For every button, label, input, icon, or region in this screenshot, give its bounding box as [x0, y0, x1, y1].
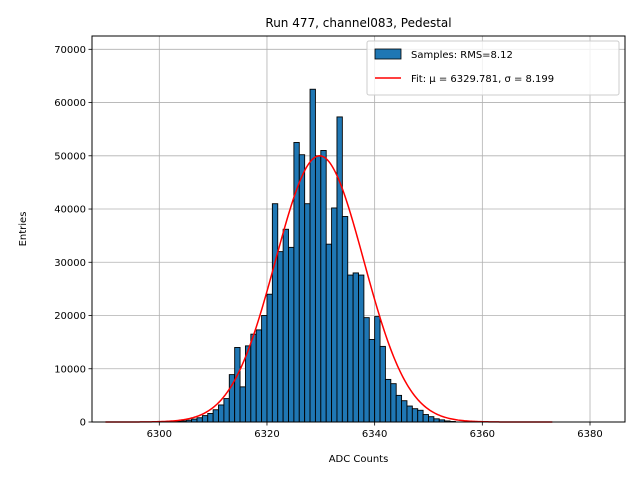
legend-box [366, 40, 620, 96]
y-tick-label: 10000 [54, 364, 86, 375]
histogram-bar [411, 408, 419, 423]
histogram-bar [428, 416, 435, 423]
histogram-bar [384, 378, 392, 423]
histogram-bar [250, 333, 257, 423]
histogram-bars [174, 88, 456, 423]
y-tick-label: 60000 [54, 98, 86, 109]
histogram-bar [331, 207, 338, 423]
x-tick-label: 6340 [362, 429, 387, 440]
histogram-bar [314, 155, 322, 423]
histogram-bar [347, 274, 354, 423]
histogram-bar [401, 400, 408, 423]
legend: Samples: RMS=8.12 Fit: μ = 6329.781, σ =… [366, 40, 620, 96]
y-tick-label: 30000 [54, 258, 86, 269]
histogram-bar [271, 203, 279, 423]
histogram-bar [406, 405, 413, 423]
x-tick-label: 6300 [147, 429, 172, 440]
histogram-bar [234, 347, 241, 423]
histogram-bar [374, 316, 381, 423]
histogram-bar [422, 414, 429, 423]
histogram-bar [223, 398, 230, 423]
chart-title: Run 477, channel083, Pedestal [265, 16, 451, 30]
legend-label-histogram: Samples: RMS=8.12 [411, 50, 513, 61]
histogram-bar [288, 246, 295, 423]
histogram-bar [395, 394, 403, 423]
x-tick-label: 6320 [254, 429, 279, 440]
y-tick-label: 50000 [54, 151, 86, 162]
histogram-bar [255, 329, 263, 423]
histogram-bar [212, 409, 219, 423]
histogram-bar [417, 409, 424, 423]
histogram-bar [368, 339, 376, 423]
y-tick-label: 0 [80, 418, 86, 429]
legend-swatch-histogram [374, 48, 402, 60]
x-tick-label: 6360 [470, 429, 495, 440]
histogram-bar [207, 413, 214, 423]
histogram-bar [320, 150, 327, 423]
histogram-bar [352, 272, 359, 423]
histogram-bar [390, 383, 397, 423]
histogram-bar [201, 415, 209, 423]
x-axis-label: ADC Counts [329, 454, 389, 465]
y-tick-label: 20000 [54, 311, 86, 322]
grid-layer [92, 36, 625, 423]
histogram-bar [298, 154, 306, 423]
histogram-bar [277, 251, 284, 423]
histogram-bar [336, 116, 343, 423]
histogram-bar [363, 317, 370, 423]
histogram-bar [196, 417, 203, 423]
y-tick-label: 70000 [54, 45, 86, 56]
plot-frame [91, 35, 626, 423]
histogram-bar [358, 274, 365, 423]
histogram-bar [244, 345, 252, 423]
legend-label-fit: Fit: μ = 6329.781, σ = 8.199 [411, 74, 554, 85]
y-axis-label: Entries [18, 212, 29, 247]
histogram-bar [309, 88, 316, 423]
histogram-bar [379, 345, 386, 423]
y-tick-label: 40000 [54, 205, 86, 216]
histogram-bar [239, 386, 246, 423]
histogram-bar [218, 404, 225, 423]
histogram-bar [304, 203, 311, 423]
histogram-bar [261, 315, 268, 423]
histogram-bar [325, 243, 333, 423]
histogram-bar [282, 228, 289, 423]
x-tick-label: 6380 [577, 429, 602, 440]
histogram-bar [266, 293, 273, 423]
axis-ticks: 6300 6320 6340 6360 6380 0 10000 20000 30000 4000… [54, 45, 603, 440]
histogram-bar [341, 216, 349, 423]
